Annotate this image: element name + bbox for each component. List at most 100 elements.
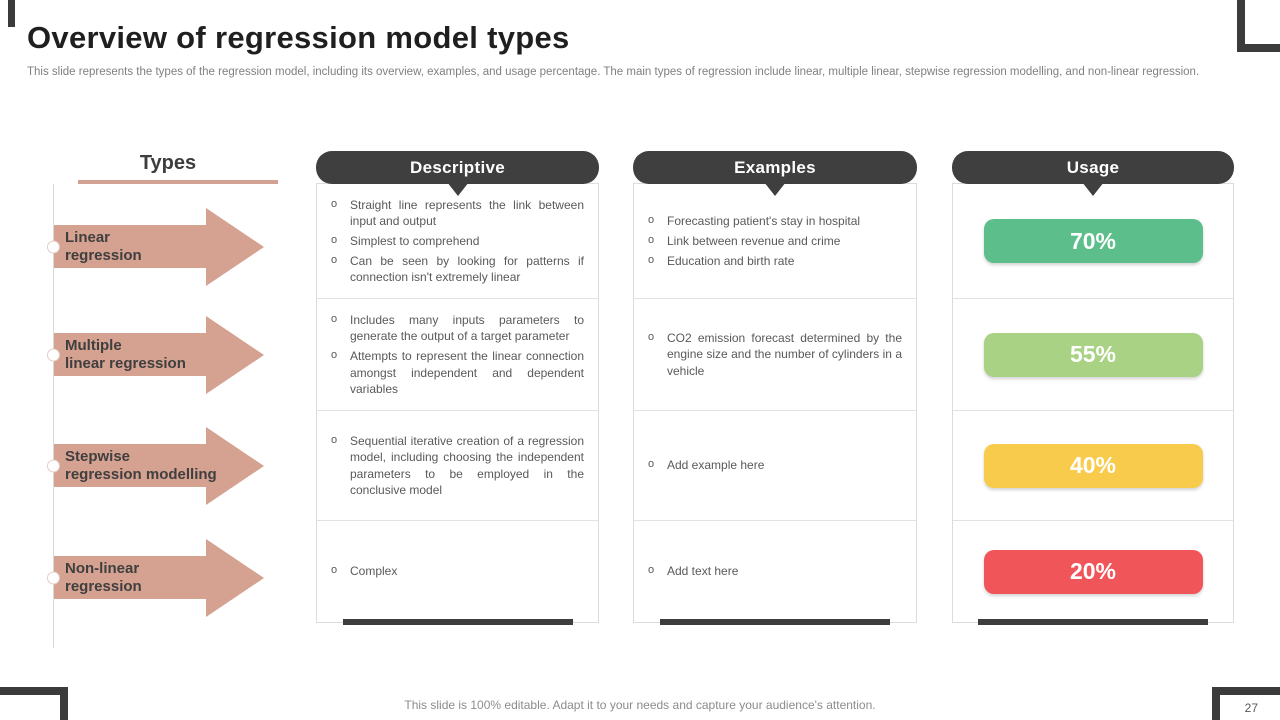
subtitle: This slide represents the types of the r…: [27, 66, 1200, 78]
bullet-text: Simplest to comprehend: [350, 233, 480, 248]
bullet-text: Education and birth rate: [667, 254, 795, 269]
list-item: o Add example here: [644, 457, 902, 473]
bullet-text: Complex: [350, 564, 398, 579]
descriptive-header-label: Descriptive: [410, 157, 505, 177]
bullet-text: CO2 emission forecast determined by the …: [667, 331, 902, 378]
bullet-text: Link between revenue and crime: [667, 233, 841, 248]
descriptive-header-pill[interactable]: Descriptive: [316, 151, 599, 196]
list-item: o Includes many inputs parameters to gene…: [327, 312, 584, 344]
arrow-head: [206, 426, 264, 505]
arrow-head: [206, 538, 264, 617]
types-column-header: Types: [139, 152, 197, 174]
type-label-line1: Stepwise: [65, 448, 131, 466]
examples-cell-multiple-linear: o CO2 emission forecast determined by the…: [634, 298, 916, 410]
type-arrow-stepwise-regression-modelling[interactable]: Stepwise regression modelling: [47, 426, 266, 505]
bullet-text: Can be seen by looking for patterns if c…: [350, 254, 584, 285]
bullet-text: Add text here: [667, 564, 739, 579]
corner-accent-top-right: [1237, 0, 1280, 52]
column-accent-bar: [660, 619, 890, 625]
bullet-marker: o: [330, 564, 338, 577]
types-connector-line: [53, 184, 54, 648]
arrow-shape: Non-linear regression: [54, 556, 206, 599]
descriptive-cell-stepwise: o Sequential iterative creation of a regr…: [317, 410, 598, 520]
arrow-head: [206, 315, 264, 394]
pill-pointer-icon: [1082, 182, 1104, 196]
bullet-marker: o: [647, 233, 655, 246]
pill-pointer-icon: [446, 182, 469, 196]
type-label: Multiple linear regression: [54, 337, 186, 372]
usage-header-pill[interactable]: Usage: [952, 151, 1234, 196]
list-item: o Education and birth rate: [644, 253, 902, 269]
type-label-line1: Linear: [65, 229, 111, 247]
type-label: Stepwise regression modelling: [54, 448, 217, 483]
usage-cell-non-linear: 20%: [953, 520, 1233, 622]
bullet-marker: o: [330, 197, 338, 210]
examples-cell-non-linear: o Add text here: [634, 520, 916, 622]
type-label: Linear regression: [54, 229, 142, 264]
descriptive-cell-non-linear: o Complex: [317, 520, 598, 622]
bullet-marker: o: [647, 213, 655, 226]
descriptive-body: o Straight line represents the link betwe…: [317, 184, 598, 622]
list-item: o Simplest to comprehend: [327, 233, 584, 249]
bullet-text: Forecasting patient's stay in hospital: [667, 213, 861, 228]
bullet-marker: o: [647, 564, 655, 577]
bullet-marker: o: [330, 349, 338, 362]
descriptive-cell-multiple-linear: o Includes many inputs parameters to gene…: [317, 298, 598, 410]
column-accent-bar: [978, 619, 1208, 625]
connector-dot: [47, 459, 60, 472]
arrow-shape: Stepwise regression modelling: [54, 444, 217, 487]
page-number: 27: [1244, 701, 1258, 715]
list-item: o Link between revenue and crime: [644, 233, 902, 249]
corner-accent-bottom-right: [1212, 687, 1280, 720]
list-item: o Straight line represents the link betwe…: [327, 197, 584, 229]
examples-cell-linear: o Forecasting patient's stay in hospital …: [634, 184, 916, 298]
corner-accent-bottom-left: [0, 687, 68, 720]
type-arrow-non-linear-regression[interactable]: Non-linear regression: [47, 538, 266, 617]
column-accent-bar: [342, 619, 573, 625]
bullet-text: Straight line represents the link betwee…: [350, 197, 584, 228]
bullet-marker: o: [330, 434, 338, 447]
usage-body: 70% 55% 40% 20%: [953, 184, 1233, 622]
list-item: o Add text here: [644, 563, 902, 579]
bullet-marker: o: [330, 254, 338, 267]
list-item: o Attempts to represent the linear connec…: [327, 348, 584, 396]
bullet-text: Add example here: [667, 458, 765, 473]
examples-column: Examples o Forecasting patient's stay in …: [633, 151, 917, 625]
list-item: o Sequential iterative creation of a regr…: [327, 433, 584, 497]
usage-cell-stepwise: 40%: [953, 410, 1233, 520]
bullet-text: Sequential iterative creation of a regre…: [350, 434, 584, 497]
usage-header-label: Usage: [1066, 157, 1120, 177]
type-arrow-linear-regression[interactable]: Linear regression: [47, 207, 266, 286]
type-label-line1: Multiple: [65, 337, 122, 355]
type-label-line2: regression modelling: [65, 465, 217, 483]
footer-note: This slide is 100% editable. Adapt it to…: [404, 698, 876, 712]
bullet-marker: o: [647, 331, 655, 344]
type-label-line2: regression: [65, 577, 142, 595]
usage-badge-55[interactable]: 55%: [983, 332, 1203, 377]
examples-header-pill[interactable]: Examples: [633, 151, 917, 196]
arrow-shape: Linear regression: [54, 225, 206, 268]
usage-cell-linear: 70%: [953, 184, 1233, 298]
bullet-text: Includes many inputs parameters to gener…: [350, 313, 584, 344]
list-item: o Can be seen by looking for patterns if …: [327, 253, 584, 285]
usage-badge-40[interactable]: 40%: [983, 443, 1203, 488]
descriptive-cell-linear: o Straight line represents the link betwe…: [317, 184, 598, 298]
connector-dot: [47, 571, 60, 584]
bullet-marker: o: [647, 458, 655, 471]
connector-dot: [47, 348, 60, 361]
corner-accent-top-left: [8, 0, 15, 27]
examples-cell-stepwise: o Add example here: [634, 410, 916, 520]
bullet-marker: o: [330, 313, 338, 326]
usage-badge-70[interactable]: 70%: [983, 219, 1203, 263]
arrow-head: [206, 207, 264, 286]
list-item: o Forecasting patient's stay in hospital: [644, 213, 902, 229]
examples-body: o Forecasting patient's stay in hospital …: [634, 184, 916, 622]
bullet-marker: o: [330, 233, 338, 246]
page-title: Overview of regression model types: [27, 20, 570, 55]
usage-badge-20[interactable]: 20%: [983, 549, 1203, 594]
bullet-text: Attempts to represent the linear connect…: [350, 349, 584, 396]
type-label-line2: linear regression: [65, 354, 186, 372]
type-arrow-multiple-linear-regression[interactable]: Multiple linear regression: [47, 315, 266, 394]
usage-column: Usage 70% 55% 40% 20%: [952, 151, 1234, 625]
